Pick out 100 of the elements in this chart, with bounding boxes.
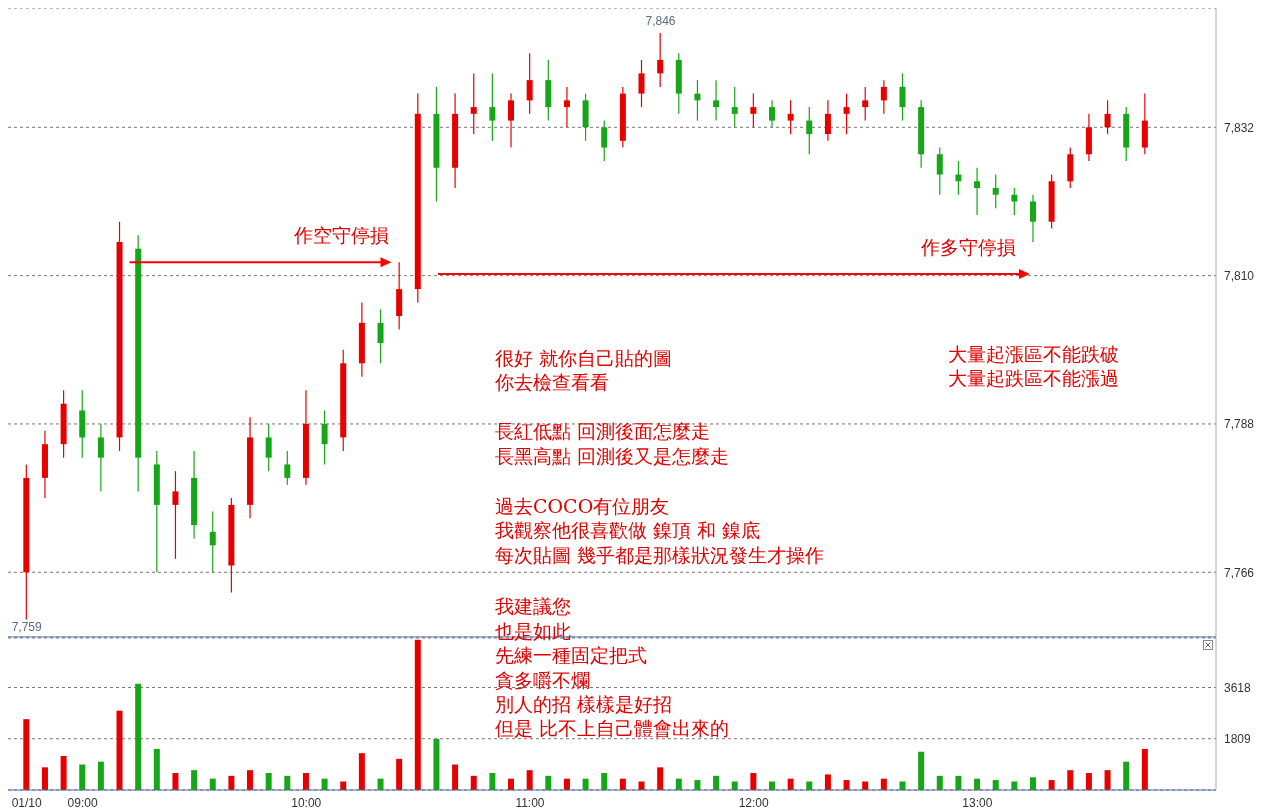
bar (265, 773, 272, 790)
bar (1123, 761, 1130, 790)
candlestick (638, 59, 645, 108)
annotation: 別人的招 樣樣是好招 (495, 692, 673, 716)
annotation: 大量起漲區不能跌破 (948, 342, 1119, 366)
candlestick (526, 52, 533, 115)
y-tick-label: 7,810 (1224, 268, 1255, 283)
annotation: 先練一種固定把式 (495, 643, 647, 667)
candlestick (657, 32, 664, 88)
candlestick (824, 99, 831, 142)
bar (1067, 770, 1074, 790)
annotation: 長黑高點 回測後又是怎麼走 (495, 444, 730, 468)
bar (41, 767, 48, 790)
bar (60, 756, 67, 790)
y-tick-label: 7,788 (1224, 417, 1255, 432)
annotation: 7,846 (645, 13, 676, 28)
bar (396, 758, 403, 790)
bar (657, 767, 664, 790)
bar (992, 780, 999, 790)
candlestick (601, 119, 608, 162)
candlestick (731, 86, 738, 128)
candlestick (974, 167, 981, 216)
bar (358, 753, 365, 790)
bar (470, 775, 477, 790)
bar (302, 773, 309, 790)
candlestick (713, 79, 720, 122)
bar (452, 764, 459, 790)
annotation: 但是 比不上自己體會出來的 (495, 716, 730, 740)
annotation: 我觀察他很喜歡做 鎳頂 和 鎳底 (495, 518, 761, 542)
candlestick (1011, 187, 1018, 216)
bar (79, 764, 86, 790)
annotation: 也是如此 (495, 619, 571, 643)
y-tick-label: 1809 (1224, 732, 1252, 747)
candlestick (265, 423, 272, 472)
y-tick-label: 7,832 (1224, 120, 1255, 135)
bar (843, 780, 850, 790)
candlestick (508, 93, 515, 149)
bar (1048, 780, 1055, 790)
annotation: 很好 就你自己貼的圖 (495, 346, 673, 370)
annotation: 你去檢查看看 (495, 370, 609, 394)
y-tick-label: 7,766 (1224, 565, 1255, 580)
bar (1141, 748, 1148, 790)
bar (526, 770, 533, 790)
bar (601, 773, 608, 790)
annotation: 過去COCO有位朋友 (495, 494, 670, 518)
annotation: 作多守停損 (921, 235, 1016, 259)
x-tick-label: 13:00 (962, 795, 993, 810)
bar (23, 719, 30, 790)
candlestick (806, 106, 813, 155)
candlestick (1029, 194, 1036, 243)
candlestick (377, 308, 384, 364)
annotation: 每次貼圖 幾乎都是那樣狀況發生才操作 (495, 543, 825, 567)
candlestick (899, 72, 906, 122)
candlestick (880, 79, 887, 115)
bar (284, 775, 291, 790)
bar (1085, 773, 1092, 790)
candlestick (321, 409, 328, 466)
bar (247, 770, 254, 790)
candlestick (1104, 99, 1111, 135)
annotation: 7,759 (11, 620, 42, 635)
bar (918, 751, 925, 790)
x-tick-label: 09:00 (67, 795, 98, 810)
annotation: 大量起跌區不能漲過 (948, 366, 1119, 390)
annotation: 作空守停損 (293, 224, 390, 247)
annotation: 我建議您 (495, 594, 571, 618)
x-tick-label: 01/10 (11, 795, 42, 810)
candlestick (694, 79, 701, 122)
bar (1029, 777, 1036, 790)
bar (936, 775, 943, 790)
candlestick (750, 93, 757, 128)
bar (153, 748, 160, 790)
candlestick (209, 511, 216, 573)
candlestick (172, 470, 179, 560)
candlestick (563, 86, 570, 128)
annotation: 貪多嚼不爛 (495, 668, 590, 692)
candlestick (843, 93, 850, 135)
bar (1104, 770, 1111, 790)
bar (713, 775, 720, 790)
x-tick-label: 12:00 (738, 795, 770, 810)
annotation: 長紅低點 回測後面怎麼走 (495, 419, 711, 443)
bar (414, 639, 421, 790)
candlestick (769, 99, 775, 128)
bar (433, 739, 440, 790)
candlestick (284, 450, 291, 486)
bar (955, 775, 962, 790)
bar (228, 775, 235, 790)
y-tick-label: 3618 (1224, 680, 1252, 695)
x-tick-label: 10:00 (291, 795, 322, 810)
candlestick (470, 72, 477, 135)
candlestick (787, 99, 794, 135)
bar (824, 774, 831, 790)
bar (97, 761, 104, 790)
bar (172, 773, 179, 790)
bar (116, 710, 123, 790)
candlestick (97, 423, 104, 492)
candlestick (992, 173, 999, 209)
candlestick (936, 146, 943, 196)
candlestick (955, 160, 962, 196)
candlestick (862, 86, 869, 122)
candlestick (489, 72, 496, 142)
